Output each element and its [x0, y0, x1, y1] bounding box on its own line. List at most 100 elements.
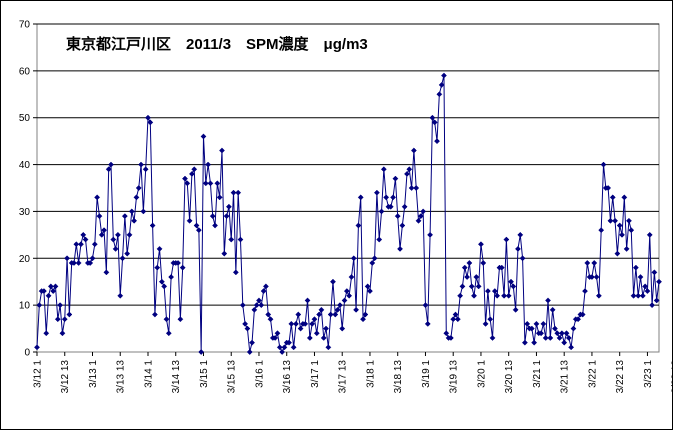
data-point	[642, 283, 649, 290]
data-point	[216, 194, 223, 201]
data-point	[94, 194, 101, 201]
data-point	[147, 119, 154, 126]
data-point	[237, 236, 244, 243]
data-point	[531, 339, 538, 346]
data-point	[373, 189, 380, 196]
data-point	[473, 274, 480, 280]
data-point	[256, 297, 262, 304]
data-point	[304, 297, 311, 304]
data-point	[212, 222, 218, 229]
data-point	[348, 274, 355, 280]
data-point	[200, 133, 207, 140]
data-point	[609, 194, 616, 201]
data-point	[265, 311, 272, 318]
data-point	[480, 260, 487, 266]
data-point	[514, 245, 521, 252]
data-point	[151, 311, 158, 318]
data-point	[646, 231, 653, 238]
data-point	[644, 288, 651, 295]
data-point	[438, 81, 445, 88]
data-point	[124, 250, 131, 257]
y-tick-label: 10	[19, 301, 31, 312]
data-point	[198, 349, 205, 355]
data-point	[267, 316, 274, 323]
data-point	[251, 306, 258, 313]
x-tick-label: 3/17 13	[338, 360, 349, 394]
data-point	[334, 306, 341, 313]
data-point	[364, 283, 371, 290]
x-tick-label: 3/23 1	[643, 360, 654, 388]
data-point	[214, 180, 221, 187]
data-point	[80, 231, 87, 238]
data-point	[295, 311, 302, 318]
data-point	[380, 166, 387, 173]
data-point	[154, 264, 161, 271]
y-tick-label: 40	[19, 160, 31, 171]
data-point	[635, 292, 642, 299]
plot-area	[36, 23, 660, 353]
data-point	[450, 316, 457, 323]
data-point	[168, 274, 175, 280]
data-point	[519, 255, 526, 262]
data-point	[582, 288, 588, 295]
data-point	[549, 306, 556, 313]
data-point	[260, 288, 267, 295]
data-point	[279, 349, 286, 355]
data-point	[489, 334, 496, 341]
y-axis-ticks: 0 10 20 30 40 50 60 70	[19, 20, 37, 359]
data-point	[540, 320, 547, 327]
data-point	[244, 325, 251, 332]
data-point	[253, 302, 260, 309]
data-point	[246, 349, 253, 355]
data-point	[565, 334, 572, 341]
data-point	[556, 334, 563, 341]
data-point	[639, 292, 646, 299]
data-point	[538, 330, 545, 337]
data-point	[61, 316, 68, 323]
data-point	[505, 292, 512, 299]
data-point	[656, 278, 662, 285]
data-point	[595, 292, 602, 299]
data-point	[177, 316, 184, 323]
data-point	[138, 161, 145, 168]
data-point	[464, 274, 471, 280]
data-point	[186, 217, 193, 224]
data-point	[547, 334, 554, 341]
data-point	[101, 227, 108, 234]
data-point	[193, 222, 200, 229]
data-point	[528, 325, 535, 332]
data-point	[357, 194, 364, 201]
x-tick-label: 3/20 1	[476, 360, 487, 388]
data-point	[461, 264, 468, 271]
data-point	[158, 278, 165, 285]
data-point	[512, 306, 519, 313]
data-point	[110, 236, 117, 243]
data-point	[135, 185, 142, 191]
data-point	[482, 320, 489, 327]
data-point	[323, 325, 329, 332]
data-point	[36, 302, 43, 309]
data-point	[607, 217, 614, 224]
data-point	[235, 189, 242, 196]
gridlines	[37, 23, 659, 306]
data-point	[376, 236, 383, 243]
data-point	[339, 325, 346, 332]
data-point	[50, 288, 57, 295]
data-point	[417, 213, 424, 220]
data-point	[498, 264, 505, 271]
data-point	[542, 334, 549, 341]
data-point	[616, 222, 623, 229]
data-point	[424, 320, 431, 327]
data-point	[43, 330, 50, 337]
x-tick-label: 3/22 13	[615, 360, 626, 394]
data-point	[311, 316, 318, 323]
data-point	[205, 161, 212, 168]
data-point	[316, 311, 323, 318]
data-point	[262, 283, 269, 290]
data-point	[383, 194, 390, 201]
data-point	[399, 222, 406, 229]
data-point	[390, 194, 397, 201]
plot-border	[36, 23, 660, 353]
data-point	[630, 292, 637, 299]
